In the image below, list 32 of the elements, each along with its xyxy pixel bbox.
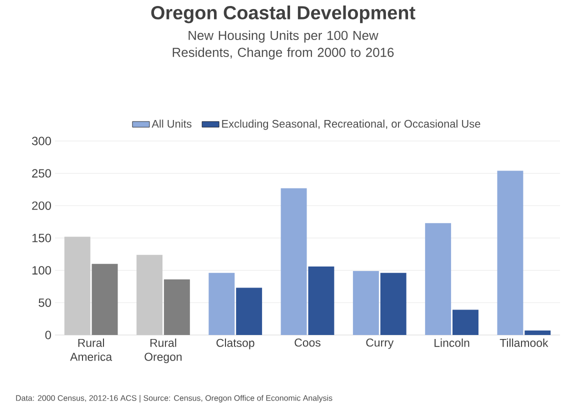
y-tick-label: 200 [32, 201, 52, 210]
y-tick-label: 0 [45, 330, 52, 340]
y-tick-label: 250 [32, 169, 52, 178]
bar [236, 288, 262, 335]
x-tick-label: Coos [294, 338, 320, 347]
bar [92, 264, 118, 335]
bar [497, 170, 524, 335]
y-tick-label: 100 [32, 266, 52, 275]
x-tick-label: Rural America [70, 338, 112, 361]
bar [452, 310, 478, 335]
bar [524, 330, 551, 335]
y-tick-label: 50 [38, 298, 52, 307]
legend-label: All Units [152, 120, 192, 128]
bar [280, 188, 307, 335]
legend-label: Excluding Seasonal, Recreational, or Occasional Use [222, 120, 480, 130]
x-tick-label: Tillamook [500, 338, 548, 347]
bar [352, 270, 379, 335]
x-tick-label: Lincoln [434, 338, 470, 347]
chart-title: Oregon Coastal Development [151, 6, 416, 24]
y-tick-label: 150 [32, 234, 52, 242]
bar [208, 272, 235, 335]
chart-subtitle: New Housing Units per 100 New Residents, Change from 2000 to 2016 [172, 30, 394, 60]
bar [64, 236, 90, 335]
x-tick-label: Clatsop [216, 338, 254, 350]
bar [425, 223, 452, 335]
x-tick-label: Curry [366, 338, 394, 349]
bar [380, 272, 406, 335]
bar [136, 254, 162, 335]
x-tick-label: Rural Oregon [144, 338, 182, 364]
bar [164, 279, 190, 335]
y-tick-label: 300 [32, 136, 52, 146]
bar [308, 266, 334, 335]
